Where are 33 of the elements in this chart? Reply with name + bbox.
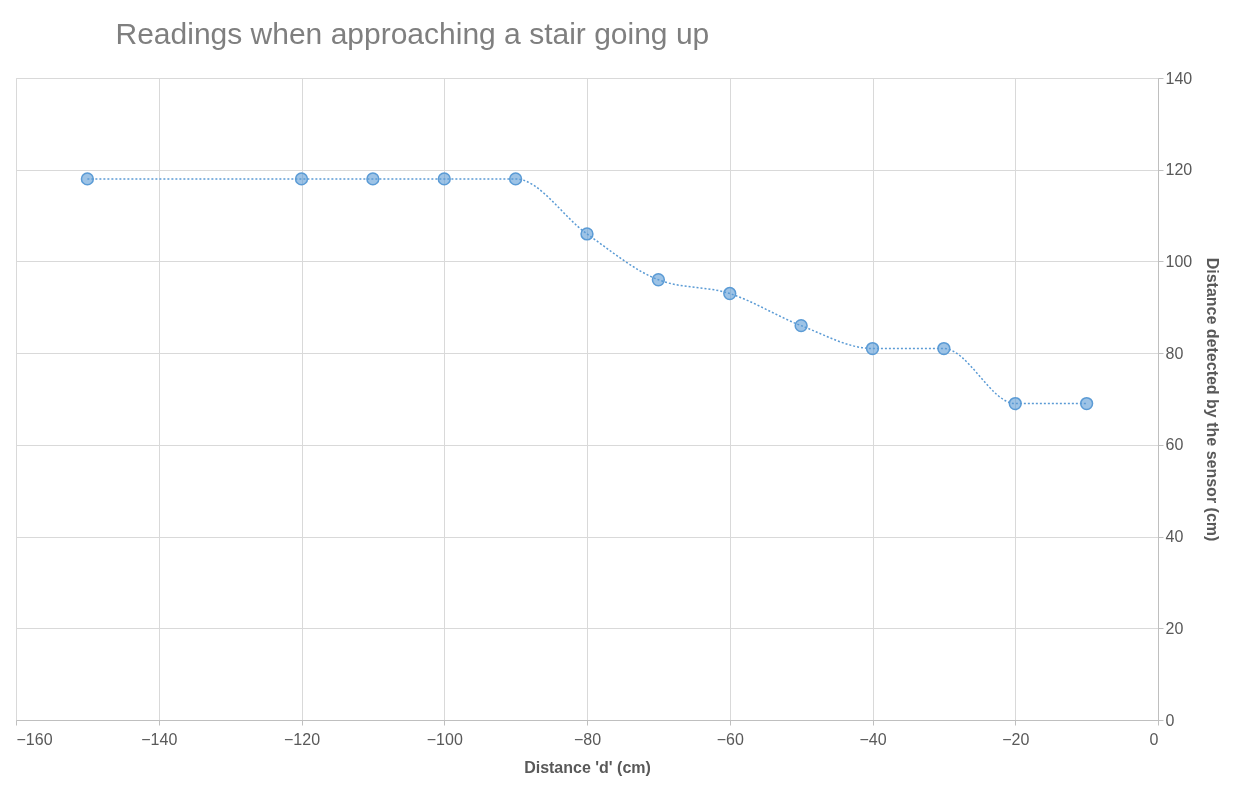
point bbox=[294, 172, 309, 186]
x-tick-label: −20 bbox=[1002, 730, 1030, 748]
point bbox=[865, 341, 880, 356]
y-tick-label: 40 bbox=[1165, 528, 1184, 546]
y-tick-label: 0 bbox=[1165, 711, 1175, 729]
point bbox=[937, 341, 951, 356]
x-tick-label: −60 bbox=[716, 730, 744, 748]
point bbox=[437, 172, 451, 186]
chart-title: Readings when approaching a stair going up bbox=[115, 17, 710, 50]
point bbox=[580, 227, 594, 241]
x-axis-title: Distance 'd' (cm) bbox=[524, 758, 651, 776]
point bbox=[1079, 396, 1094, 411]
point bbox=[508, 172, 523, 186]
y-tick-label: 120 bbox=[1165, 161, 1193, 179]
point bbox=[80, 172, 95, 186]
point bbox=[794, 318, 808, 333]
point bbox=[366, 172, 380, 186]
x-tick-label: −40 bbox=[859, 730, 887, 748]
x-tick-label: −100 bbox=[426, 730, 463, 748]
y-tick-label: 20 bbox=[1165, 619, 1184, 637]
y-axis-title: Distance detected by the sensor (cm) bbox=[1204, 257, 1222, 542]
x-tick-label: 0 bbox=[1149, 730, 1159, 748]
y-tick-label: 140 bbox=[1165, 69, 1193, 87]
point bbox=[1008, 396, 1022, 411]
x-tick-label: −120 bbox=[283, 730, 321, 748]
y-tick-label: 100 bbox=[1165, 252, 1193, 270]
x-tick-label: −80 bbox=[573, 730, 602, 748]
x-tick-label: −140 bbox=[141, 730, 178, 748]
y-tick-label: 80 bbox=[1165, 344, 1184, 362]
y-tick-label: 60 bbox=[1165, 436, 1184, 454]
x-tick-label: −160 bbox=[16, 730, 53, 748]
point bbox=[651, 273, 666, 287]
point bbox=[723, 286, 737, 301]
